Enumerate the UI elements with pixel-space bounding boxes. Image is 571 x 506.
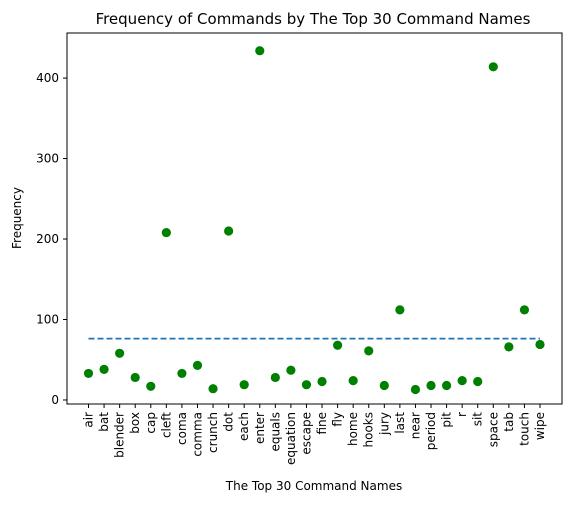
x-tick-label-box: box: [128, 412, 142, 434]
x-tick-label-fine: fine: [315, 412, 329, 435]
data-point-last: [395, 305, 405, 315]
x-axis-ticks: air bat blender box cap cleft coma comma crunch d…: [82, 404, 547, 465]
data-point-cap: [146, 381, 156, 391]
y-tick-label-200: 200: [36, 232, 59, 246]
x-tick-label-wipe: wipe: [533, 412, 547, 440]
data-point-fly: [333, 340, 343, 350]
y-axis-label: Frequency: [10, 187, 24, 249]
data-point-cleft: [161, 227, 171, 238]
data-point-hooks: [364, 346, 374, 356]
x-tick-label-pit: pit: [440, 412, 454, 428]
data-point-period: [426, 380, 436, 391]
x-tick-label-fly: fly: [331, 412, 345, 427]
data-point-space: [488, 62, 498, 72]
x-tick-label-home: home: [346, 412, 360, 446]
x-axis-label: The Top 30 Command Names: [225, 479, 402, 493]
x-tick-label-cleft: cleft: [159, 412, 173, 438]
y-tick-label-100: 100: [36, 312, 59, 326]
x-tick-label-sit: sit: [471, 412, 485, 427]
data-point-sit: [473, 376, 483, 387]
x-tick-label-last: last: [393, 412, 407, 434]
x-tick-label-comma: comma: [190, 412, 204, 457]
x-tick-label-coma: coma: [175, 412, 189, 445]
data-point-enter: [255, 46, 265, 56]
plot-frame: [66, 32, 563, 405]
x-tick-label-enter: enter: [253, 412, 267, 444]
data-point-near: [410, 384, 421, 395]
data-point-comma: [192, 360, 203, 370]
y-tick-label-0: 0: [51, 393, 59, 407]
x-tick-label-period: period: [424, 412, 438, 450]
data-point-tab: [504, 342, 514, 352]
data-point-home: [348, 376, 358, 386]
data-point-crunch: [208, 384, 218, 394]
data-point-jury: [379, 380, 389, 391]
x-tick-label-r: r: [455, 412, 469, 417]
x-tick-label-dot: dot: [222, 412, 236, 432]
x-tick-label-bat: bat: [97, 412, 111, 432]
x-tick-label-blender: blender: [113, 412, 127, 458]
data-point-air: [83, 368, 94, 379]
x-tick-label-hooks: hooks: [362, 412, 376, 448]
x-tick-label-equation: equation: [284, 412, 298, 465]
data-point-escape: [301, 380, 312, 390]
data-point-equation: [286, 365, 296, 375]
data-point-box: [130, 372, 140, 383]
x-tick-label-touch: touch: [517, 412, 531, 446]
y-tick-label-300: 300: [36, 152, 59, 166]
chart-title: Frequency of Commands by The Top 30 Comm…: [96, 10, 531, 28]
x-tick-label-cap: cap: [144, 412, 158, 434]
y-tick-label-400: 400: [36, 71, 59, 85]
data-point-coma: [177, 368, 187, 379]
data-points: [83, 46, 545, 395]
x-tick-label-air: air: [82, 412, 96, 428]
x-tick-label-escape: escape: [299, 412, 313, 455]
x-tick-label-space: space: [486, 412, 500, 447]
x-tick-label-crunch: crunch: [206, 412, 220, 453]
x-tick-label-near: near: [408, 412, 422, 439]
data-point-equals: [270, 372, 280, 383]
data-point-fine: [317, 376, 327, 387]
data-point-dot: [224, 226, 234, 236]
x-tick-label-tab: tab: [502, 412, 516, 432]
data-point-wipe: [535, 339, 545, 350]
x-tick-label-jury: jury: [377, 412, 391, 436]
data-point-each: [239, 380, 249, 390]
x-tick-label-each: each: [237, 412, 251, 441]
data-point-pit: [441, 380, 452, 391]
x-tick-label-equals: equals: [268, 412, 282, 452]
data-point-bat: [99, 364, 109, 374]
data-point-touch: [519, 305, 530, 315]
data-point-blender: [115, 348, 125, 358]
data-point-r: [457, 376, 467, 386]
y-axis-ticks: 0 100 200 300 400: [36, 71, 67, 407]
